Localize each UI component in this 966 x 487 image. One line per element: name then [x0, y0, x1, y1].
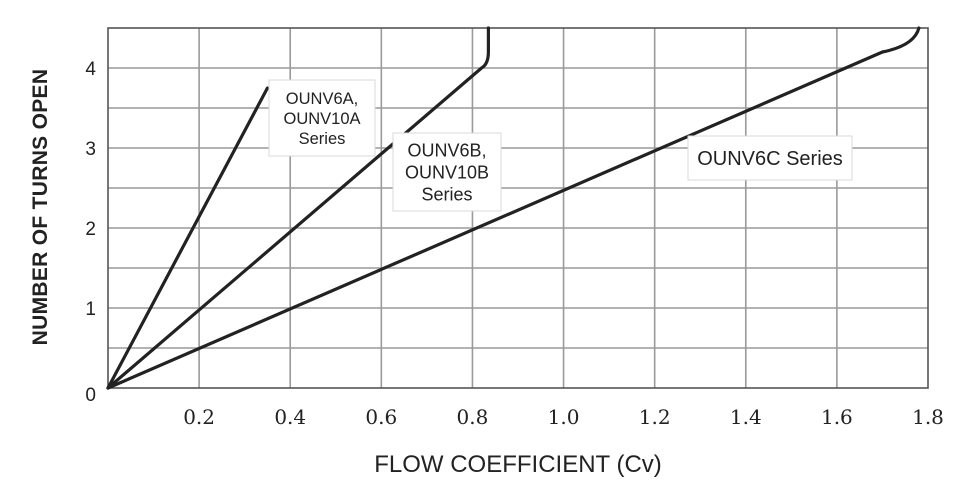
y-tick-label: 1	[85, 299, 96, 320]
annotation-box	[268, 79, 376, 157]
y-tick-label: 0	[85, 385, 96, 406]
annotation-line: OUNV10B	[405, 162, 489, 182]
annotation-box	[687, 135, 853, 181]
series-annotation-3: OUNV6C Series	[687, 135, 853, 181]
plot-frame	[107, 27, 929, 389]
y-tick-labels: 0 1 2 3 4	[85, 59, 96, 406]
series-layer	[106, 26, 921, 390]
x-tick-label: 0.4	[274, 405, 306, 429]
annotation-line: OUNV10A	[283, 110, 360, 128]
x-tick-label: 1.4	[730, 405, 762, 429]
x-tick-label: 1.2	[639, 405, 671, 429]
x-tick-label: 0.2	[183, 405, 215, 429]
annotation-line: Series	[421, 184, 472, 204]
annotation-line: OUNV6A,	[286, 90, 358, 108]
x-tick-label: 0.8	[457, 405, 489, 429]
y-tick-label: 4	[85, 59, 96, 80]
series-line-2	[106, 26, 490, 390]
y-axis-label: NUMBER OF TURNS OPEN	[29, 69, 52, 346]
annotation-line: Series	[299, 130, 346, 148]
x-tick-label: 1.8	[912, 405, 944, 429]
series-annotation-1: OUNV6A, OUNV10A Series	[268, 79, 376, 157]
annotation-layer: OUNV6A,OUNV10ASeriesOUNV6B,OUNV10BSeries…	[268, 79, 853, 212]
series-line-1	[106, 86, 270, 390]
annotation-line: OUNV6B,	[407, 140, 486, 160]
x-tick-labels: 0.2 0.4 0.6 0.8 1.0 1.2 1.4 1.6 1.8	[183, 405, 944, 429]
annotation-line: OUNV6C Series	[697, 148, 843, 170]
x-tick-label: 1.0	[548, 405, 580, 429]
y-tick-label: 3	[85, 139, 96, 160]
x-axis-label: FLOW COEFFICIENT (Cv)	[374, 451, 662, 478]
annotation-box	[392, 132, 502, 212]
series-line-3	[106, 26, 921, 390]
x-tick-label: 1.6	[821, 405, 853, 429]
y-tick-label: 2	[85, 219, 96, 240]
x-tick-label: 0.6	[365, 405, 397, 429]
